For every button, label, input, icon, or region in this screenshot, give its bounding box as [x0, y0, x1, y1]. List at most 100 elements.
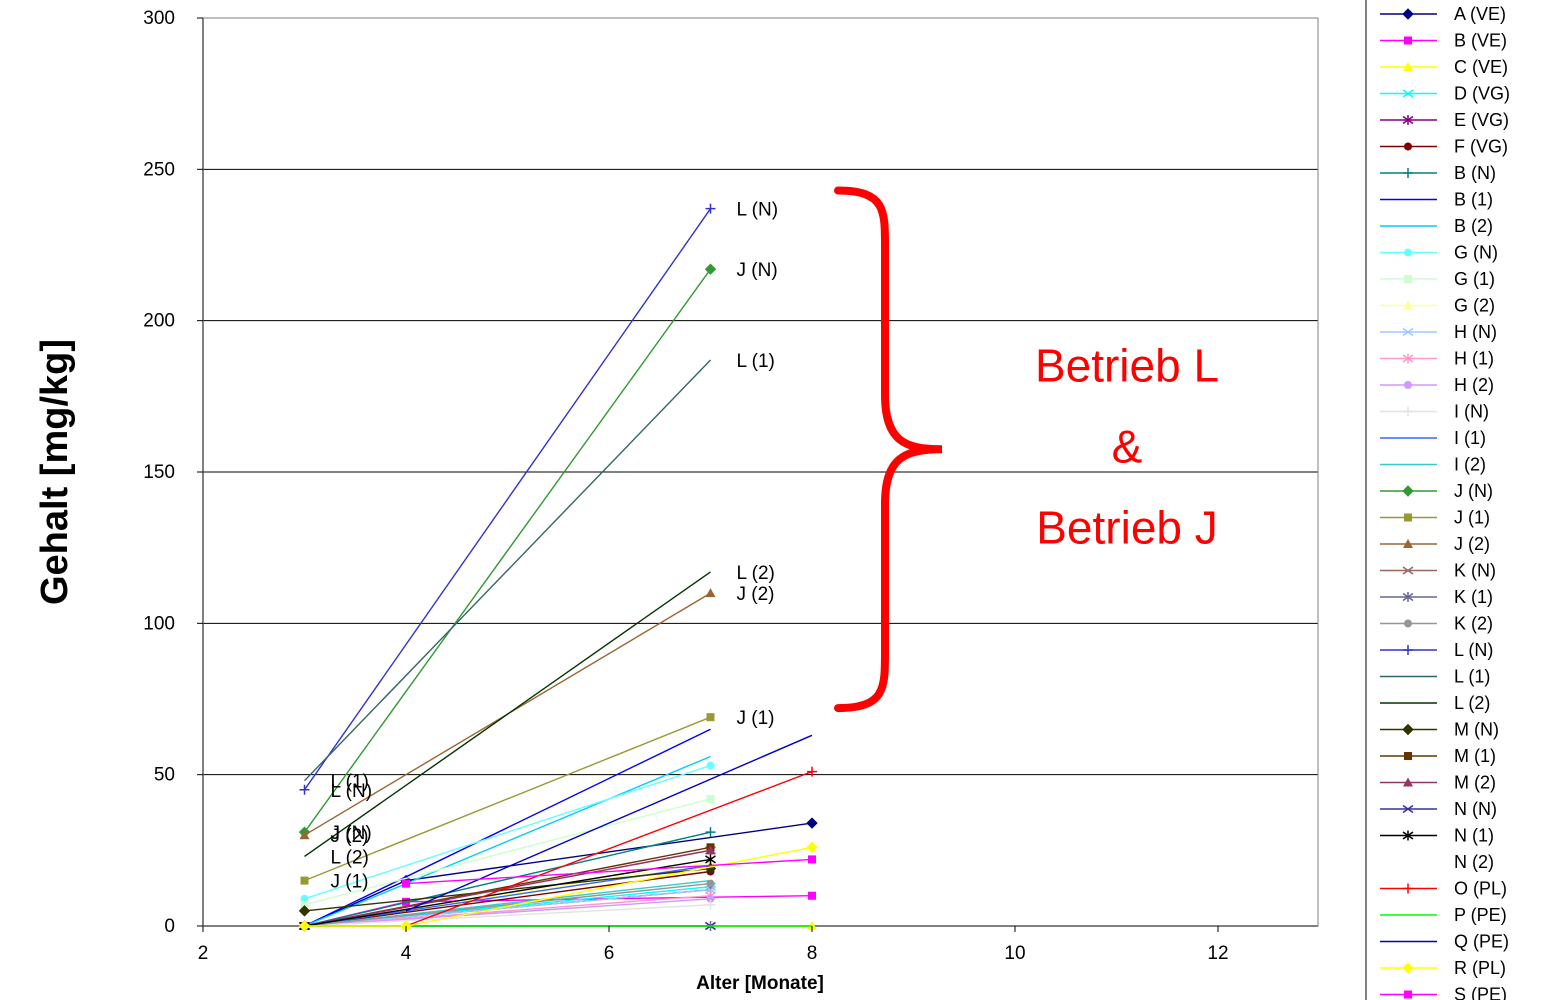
- data-point: [1404, 275, 1412, 283]
- data-point: [402, 897, 410, 906]
- legend-item: B (VE): [1380, 31, 1507, 51]
- legend-item: M (1): [1380, 746, 1496, 766]
- data-point: [1403, 883, 1413, 894]
- data-point: [300, 900, 309, 909]
- legend-label: B (2): [1454, 216, 1493, 236]
- series-q-pe: [405, 734, 813, 912]
- data-point: [1403, 406, 1413, 417]
- legend-label: G (N): [1454, 243, 1498, 263]
- x-axis-ticks: 2 4 6 8 10 12: [198, 926, 1229, 964]
- series-line: [304, 831, 711, 927]
- data-point: [1403, 168, 1413, 178]
- data-point: [706, 879, 715, 888]
- legend-label: K (N): [1454, 561, 1496, 581]
- annotation-text: Betrieb L & Betrieb J: [1035, 339, 1219, 553]
- data-point: [807, 766, 817, 777]
- series-h-1: [299, 890, 716, 931]
- legend-label: I (2): [1454, 455, 1486, 475]
- legend-label: N (1): [1454, 826, 1494, 846]
- data-point: [299, 784, 310, 795]
- legend-item: E (VG): [1380, 110, 1509, 130]
- legend-label: I (1): [1454, 428, 1486, 448]
- data-point: [1402, 962, 1414, 974]
- series-line: [304, 889, 711, 927]
- data-point: [705, 845, 716, 855]
- data-point: [1403, 777, 1413, 787]
- legend-item: M (2): [1380, 773, 1496, 793]
- data-point: [1404, 36, 1412, 45]
- data-point: [1402, 353, 1414, 364]
- data-point: [1402, 830, 1414, 841]
- legend-item: H (2): [1380, 375, 1494, 395]
- series-line: [304, 571, 711, 857]
- legend-item: B (2): [1380, 216, 1493, 236]
- data-point: [1404, 619, 1412, 628]
- data-point: [402, 879, 410, 888]
- data-point: [1402, 723, 1414, 736]
- data-point: [1402, 8, 1414, 20]
- series-line: [304, 898, 711, 927]
- legend-label: S (PE): [1454, 985, 1507, 1000]
- legend-item: C (VE): [1380, 57, 1508, 77]
- legend-label: E (VG): [1454, 110, 1509, 130]
- data-point: [1402, 485, 1414, 497]
- data-point: [300, 894, 309, 903]
- legend-label: A (VE): [1454, 4, 1506, 24]
- legend-item: H (1): [1380, 349, 1494, 369]
- series-line: [304, 904, 711, 927]
- series-line: [405, 858, 813, 885]
- series-line: [405, 770, 813, 927]
- x-axis-title: Alter [Monate]: [696, 973, 824, 994]
- data-point: [1402, 804, 1414, 814]
- data-point: [298, 920, 311, 932]
- legend-label: J (2): [1454, 534, 1490, 554]
- legend-label: D (VG): [1454, 84, 1510, 104]
- data-point: [1403, 62, 1413, 71]
- legend-label: M (1): [1454, 746, 1496, 766]
- data-point: [706, 713, 715, 722]
- y-tick-label: 0: [164, 916, 175, 937]
- y-axis-title: Gehalt [mg/kg]: [34, 339, 76, 605]
- data-point: [706, 894, 715, 903]
- legend-label: H (N): [1454, 322, 1497, 342]
- legend-item: K (1): [1380, 587, 1493, 607]
- series-m-n: [298, 862, 717, 917]
- annotation-line: Betrieb L: [1035, 339, 1219, 391]
- data-point: [1402, 327, 1414, 337]
- legend-item: L (N): [1380, 640, 1493, 660]
- series-g-1: [300, 794, 715, 909]
- data-label: J (2): [331, 826, 369, 847]
- data-label: J (1): [331, 872, 369, 893]
- legend-label: G (1): [1454, 269, 1495, 289]
- legend-item: K (2): [1380, 614, 1493, 634]
- legend-label: B (VE): [1454, 31, 1507, 51]
- legend-item: G (N): [1380, 243, 1498, 263]
- legend-label: J (N): [1454, 481, 1493, 501]
- data-label: L (1): [737, 351, 775, 372]
- y-axis-ticks: 0 50 100 150 200 250 300: [143, 8, 203, 937]
- data-point: [705, 827, 716, 838]
- data-point: [298, 905, 311, 917]
- data-point: [1403, 539, 1413, 548]
- y-tick-label: 200: [143, 311, 175, 332]
- legend-label: N (2): [1454, 852, 1494, 872]
- series-l-1: [303, 359, 712, 782]
- y-tick-label: 50: [154, 765, 175, 786]
- legend-label: Q (PE): [1454, 932, 1509, 952]
- y-tick-label: 150: [143, 462, 175, 483]
- series-line: [304, 867, 711, 912]
- x-tick-label: 8: [807, 943, 818, 964]
- legend-label: N (N): [1454, 799, 1497, 819]
- data-label: L (2): [331, 847, 369, 868]
- legend-item: B (N): [1380, 163, 1496, 183]
- legend-item: N (N): [1380, 799, 1497, 819]
- data-point: [806, 817, 818, 829]
- data-point: [1402, 566, 1414, 575]
- legend-item: B (1): [1380, 190, 1493, 210]
- data-point: [1404, 142, 1412, 151]
- data-point: [1402, 89, 1414, 98]
- x-tick-label: 4: [401, 943, 412, 964]
- data-label: L (N): [737, 200, 779, 221]
- x-tick-label: 6: [604, 943, 615, 964]
- series-b-2: [304, 755, 711, 927]
